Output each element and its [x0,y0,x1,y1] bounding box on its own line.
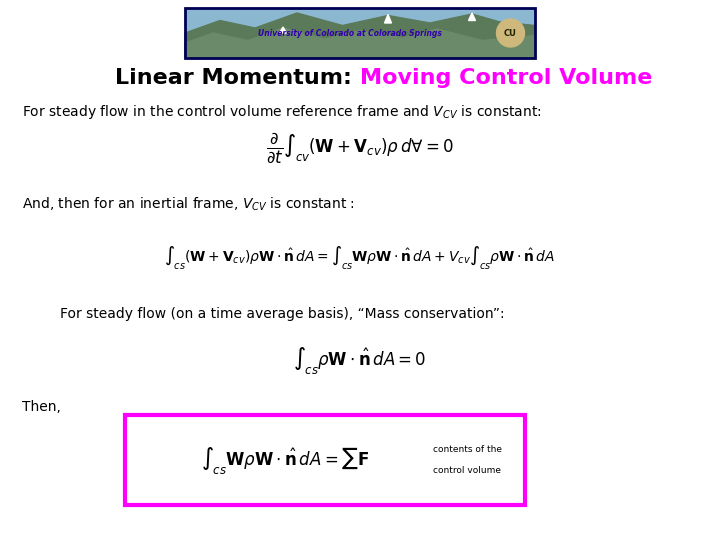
Text: $\int_{cs}\mathbf{W}\rho\mathbf{W}\cdot\hat{\mathbf{n}}\,dA = \sum\mathbf{F}$: $\int_{cs}\mathbf{W}\rho\mathbf{W}\cdot\… [201,444,369,476]
Polygon shape [185,13,535,58]
Text: Linear Momentum:: Linear Momentum: [115,68,360,88]
Text: For steady flow in the control volume reference frame and $V_{CV}$ is constant:: For steady flow in the control volume re… [22,103,541,121]
Text: For steady flow (on a time average basis), “Mass conservation”:: For steady flow (on a time average basis… [60,307,505,321]
Text: $\dfrac{\partial}{\partial t}\int_{cv}(\mathbf{W}+\mathbf{V}_{cv})\rho\, d\foral: $\dfrac{\partial}{\partial t}\int_{cv}(\… [266,131,454,165]
Polygon shape [185,28,535,58]
Text: Moving Control Volume: Moving Control Volume [360,68,652,88]
Text: control volume: control volume [433,467,501,475]
Text: contents of the: contents of the [433,445,502,454]
Polygon shape [384,15,392,23]
Bar [185,8,535,58]
Text: CU: CU [504,29,517,37]
Circle shape [497,19,524,47]
Bar [185,8,535,58]
Text: $\int_{cs}(\mathbf{W}+\mathbf{V}_{cv})\rho\mathbf{W}\cdot\hat{\mathbf{n}}\,dA = : $\int_{cs}(\mathbf{W}+\mathbf{V}_{cv})\r… [164,245,556,272]
Bar [125,415,525,505]
Polygon shape [469,13,475,21]
Polygon shape [279,27,287,33]
Text: Then,: Then, [22,400,61,414]
Text: University of Colorado at Colorado Springs: University of Colorado at Colorado Sprin… [258,30,441,38]
Text: And, then for an inertial frame, $V_{CV}$ is constant :: And, then for an inertial frame, $V_{CV}… [22,196,355,213]
Text: $\int_{cs}\rho\mathbf{W}\cdot\hat{\mathbf{n}}\,dA = 0$: $\int_{cs}\rho\mathbf{W}\cdot\hat{\mathb… [293,345,427,375]
